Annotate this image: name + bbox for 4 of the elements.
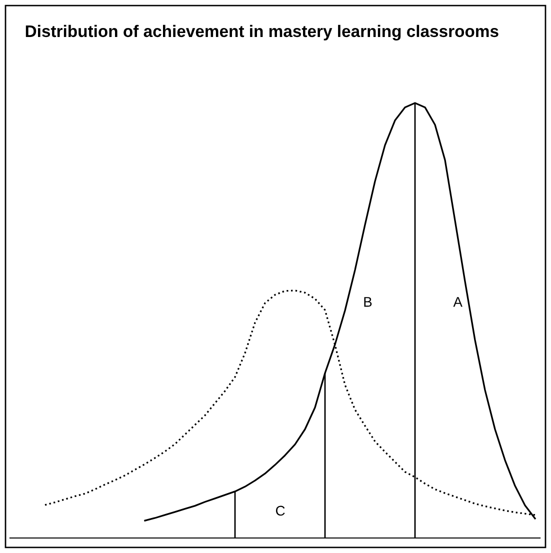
annotation: C bbox=[276, 506, 285, 516]
annotation: A bbox=[453, 297, 462, 307]
chart-title: Distribution of achievement in mastery learning classrooms bbox=[26, 24, 498, 40]
annotation: B bbox=[364, 297, 372, 307]
